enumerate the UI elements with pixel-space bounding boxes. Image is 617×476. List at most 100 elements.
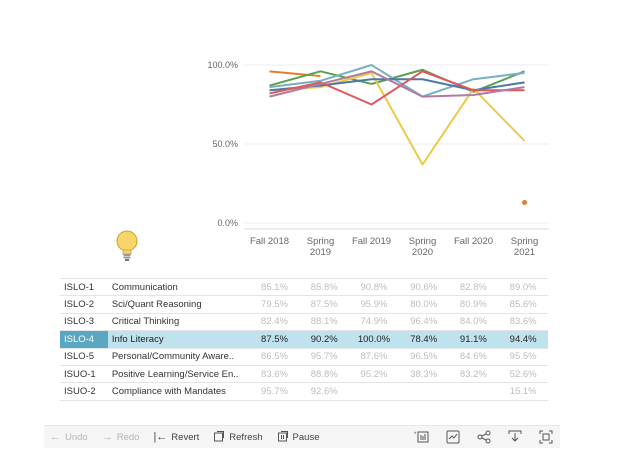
chart-gridlines bbox=[244, 64, 549, 230]
outcome-value: 95.9% bbox=[349, 295, 399, 314]
x-tick-label: Spring 2020 bbox=[409, 236, 436, 258]
chart-series bbox=[269, 64, 527, 205]
line-chart: 0.0% 50.0% 100.0% Fall 2018 Spring 2019 Fall … bbox=[207, 60, 549, 258]
table-row[interactable]: ISLO-5 Personal/Community Aware.. 86.5% 95.… bbox=[60, 348, 548, 366]
outcome-value: 95.2% bbox=[349, 365, 399, 384]
outcome-value: 90.2% bbox=[299, 330, 350, 349]
outcome-value: 88.1% bbox=[299, 313, 350, 332]
outcome-value bbox=[398, 382, 449, 401]
outcome-value: 85.8% bbox=[299, 277, 350, 297]
y-tick-label: 50.0% bbox=[212, 139, 238, 149]
outcome-name: Info Literacy bbox=[107, 330, 250, 349]
outcome-name: Personal/Community Aware.. bbox=[107, 348, 250, 366]
outcome-code: ISLO-4 bbox=[60, 330, 108, 349]
outcome-value: 83.2% bbox=[448, 365, 499, 384]
revert-icon: |← bbox=[153, 431, 168, 443]
outcome-value: 15.1% bbox=[498, 382, 548, 401]
series-point[interactable] bbox=[522, 199, 527, 205]
series-line[interactable] bbox=[269, 71, 526, 166]
outcome-value: 95.7% bbox=[299, 348, 350, 366]
outcome-value: 83.6% bbox=[498, 313, 548, 332]
table-row[interactable]: ISLO-1 Communication 85.1% 85.8% 90.8% 90.6% 8… bbox=[60, 277, 548, 297]
outcome-name: Positive Learning/Service En.. bbox=[107, 365, 250, 384]
outcome-value: 38.3% bbox=[398, 365, 449, 384]
outcome-name: Sci/Quant Reasoning bbox=[107, 295, 250, 314]
outcome-value: 96.4% bbox=[398, 313, 449, 332]
outcome-code: ISLO-3 bbox=[60, 313, 108, 332]
outcome-value: 78.4% bbox=[398, 330, 449, 349]
x-tick-label: Fall 2018 bbox=[250, 236, 289, 247]
arrow-right-icon: → bbox=[101, 431, 113, 443]
outcome-code: ISLO-1 bbox=[60, 277, 108, 297]
download-icon[interactable] bbox=[507, 430, 523, 444]
outcome-value bbox=[448, 382, 499, 401]
outcome-value: 87.5% bbox=[249, 330, 300, 349]
series-line[interactable] bbox=[269, 70, 321, 78]
outcome-value: 86.5% bbox=[249, 348, 300, 366]
view-data-icon[interactable]: * bbox=[414, 430, 430, 444]
outcome-value: 85.6% bbox=[498, 295, 548, 314]
outcome-value: 94.4% bbox=[498, 330, 548, 349]
lightbulb-icon[interactable] bbox=[114, 228, 140, 264]
x-tick-label: Spring 2019 bbox=[307, 236, 334, 258]
table-row[interactable]: ISLO-2 Sci/Quant Reasoning 79.5% 87.5% 95.9%… bbox=[60, 295, 548, 314]
outcome-value: 88.8% bbox=[299, 365, 350, 384]
undo-button[interactable]: ← Undo bbox=[50, 431, 88, 443]
share-icon[interactable] bbox=[476, 430, 492, 444]
y-axis-labels: 0.0% 50.0% 100.0% bbox=[207, 60, 238, 228]
outcome-value: 89.0% bbox=[498, 277, 548, 297]
pause-button[interactable]: Pause bbox=[277, 430, 319, 445]
outcome-code: ISUO-2 bbox=[60, 382, 108, 401]
refresh-button[interactable]: Refresh bbox=[213, 430, 263, 445]
outcome-name: Critical Thinking bbox=[107, 313, 250, 332]
y-tick-label: 0.0% bbox=[217, 218, 238, 228]
outcome-value: 74.9% bbox=[349, 313, 399, 332]
outcome-value: 100.0% bbox=[349, 330, 399, 349]
outcome-value: 92.6% bbox=[299, 382, 350, 401]
x-tick-label: Fall 2019 bbox=[352, 236, 391, 247]
table-row[interactable]: ISLO-3 Critical Thinking 82.4% 88.1% 74.9% 96… bbox=[60, 313, 548, 332]
outcome-value: 85.1% bbox=[249, 277, 300, 297]
outcome-value: 87.5% bbox=[299, 295, 350, 314]
redo-button[interactable]: → Redo bbox=[101, 431, 140, 443]
outcome-value bbox=[349, 382, 399, 401]
outcome-code: ISLO-5 bbox=[60, 348, 108, 366]
metrics-icon[interactable] bbox=[445, 430, 461, 444]
outcome-value: 83.6% bbox=[249, 365, 300, 384]
outcome-value: 90.6% bbox=[398, 277, 449, 297]
outcome-code: ISUO-1 bbox=[60, 365, 108, 384]
outcome-name: Compliance with Mandates bbox=[107, 382, 250, 401]
outcome-value: 84.6% bbox=[448, 348, 499, 366]
outcome-value: 84.0% bbox=[448, 313, 499, 332]
outcome-value: 82.8% bbox=[448, 277, 499, 297]
series-line[interactable] bbox=[269, 70, 525, 98]
outcome-value: 80.0% bbox=[398, 295, 449, 314]
series-line[interactable] bbox=[269, 64, 525, 98]
pause-icon bbox=[277, 430, 289, 445]
outcome-value: 82.4% bbox=[249, 313, 300, 332]
table-row[interactable]: ISUO-1 Positive Learning/Service En.. 83.6… bbox=[60, 365, 548, 384]
table-row[interactable]: ISLO-4 Info Literacy 87.5% 90.2% 100.0% 78.4%… bbox=[60, 330, 548, 349]
fullscreen-icon[interactable] bbox=[538, 430, 554, 444]
outcome-value: 96.5% bbox=[398, 348, 449, 366]
outcome-value: 79.5% bbox=[249, 295, 300, 314]
outcome-value: 91.1% bbox=[448, 330, 499, 349]
outcome-value: 52.6% bbox=[498, 365, 548, 384]
outcomes-table: ISLO-1 Communication 85.1% 85.8% 90.8% 90.6% 8… bbox=[60, 277, 548, 401]
outcome-name: Communication bbox=[107, 277, 250, 297]
outcome-code: ISLO-2 bbox=[60, 295, 108, 314]
x-tick-label: Fall 2020 bbox=[454, 236, 493, 247]
outcome-value: 95.7% bbox=[249, 382, 300, 401]
x-tick-label: Spring 2021 bbox=[511, 236, 538, 258]
outcome-value: 95.5% bbox=[498, 348, 548, 366]
table-row[interactable]: ISUO-2 Compliance with Mandates 95.7% 92.6%… bbox=[60, 382, 548, 401]
y-tick-label: 100.0% bbox=[207, 60, 238, 70]
refresh-icon bbox=[213, 430, 225, 445]
arrow-left-icon: ← bbox=[50, 431, 61, 443]
toolbar: ← Undo → Redo |← Revert Refresh Pause * bbox=[44, 425, 560, 448]
svg-text:*: * bbox=[414, 432, 417, 438]
revert-button[interactable]: |← Revert bbox=[153, 431, 200, 443]
series-line[interactable] bbox=[269, 70, 525, 106]
outcome-value: 90.8% bbox=[349, 277, 399, 297]
outcome-value: 80.9% bbox=[448, 295, 499, 314]
